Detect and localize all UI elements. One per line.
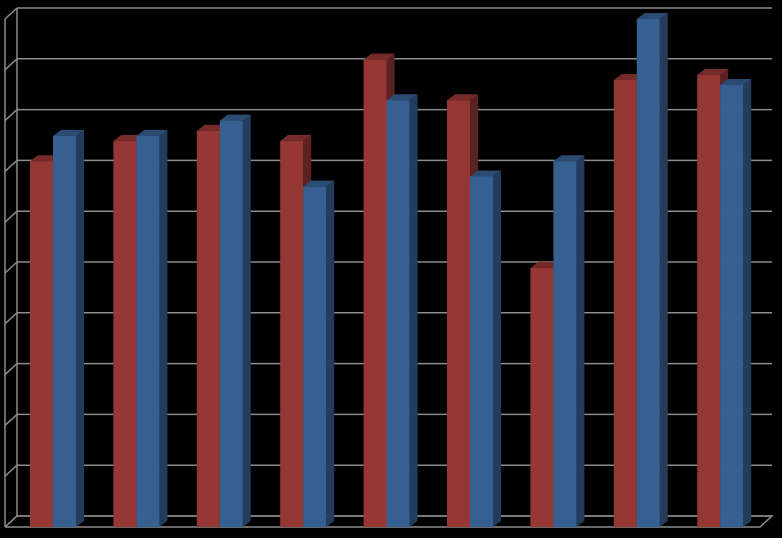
gridline-side (4, 312, 18, 325)
bar-top-face (363, 53, 395, 60)
bar-side-face (493, 170, 501, 528)
gridline-side (4, 159, 18, 172)
bar (720, 79, 752, 527)
bar (53, 129, 84, 527)
bar-side-face (576, 155, 585, 528)
bar-top-face (219, 114, 251, 121)
bar-front-face (30, 161, 53, 528)
gridline-side (4, 7, 18, 20)
bar-front-face (219, 120, 243, 527)
bar-front-face (697, 74, 721, 527)
gridline-side (4, 363, 18, 376)
bar-front-face (636, 19, 660, 527)
bar-top-face (447, 94, 478, 101)
bar-front-face (386, 100, 410, 527)
bar-side-face (743, 79, 752, 527)
bar-front-face (530, 267, 554, 527)
gridline-side (4, 109, 18, 122)
bar (136, 129, 168, 527)
bar-front-face (53, 135, 76, 527)
bar-top-face (303, 180, 335, 187)
bar (386, 94, 418, 527)
bar-top-face (280, 134, 312, 141)
bar-front-face (136, 135, 160, 527)
bar-side-face (409, 94, 418, 527)
bar-side-face (326, 180, 335, 527)
bar-front-face (196, 130, 220, 527)
bar-front-face (613, 79, 637, 528)
gridline-side (4, 515, 18, 528)
bar-front-face (113, 140, 137, 528)
gridline-side (4, 464, 18, 477)
bar-top-face (720, 79, 752, 86)
gridline-side (4, 210, 18, 223)
bar-top-face (53, 129, 84, 136)
bar-front-face (280, 140, 304, 528)
bar-front-face (363, 59, 387, 527)
bar-front-face (447, 100, 470, 527)
bar-top-face (636, 13, 668, 19)
bar-side-face (76, 129, 84, 527)
bar-front-face (553, 161, 577, 528)
gridline-side (4, 413, 18, 426)
bar (470, 170, 501, 528)
bar-front-face (470, 176, 493, 528)
bar (219, 114, 251, 527)
gridline-side (4, 58, 18, 71)
bar-side-face (242, 114, 251, 527)
bar-top-face (553, 155, 585, 162)
bar-side-face (659, 13, 668, 527)
bar (553, 155, 585, 528)
bar-top-face (697, 68, 729, 75)
bars (30, 13, 752, 528)
bar (636, 13, 668, 527)
bar-top-face (136, 129, 168, 136)
bar-front-face (720, 85, 744, 527)
gridline-side (4, 261, 18, 274)
bar-front-face (303, 186, 327, 527)
bar-top-face (386, 94, 418, 101)
bar-side-face (159, 129, 168, 527)
bar-top-face (470, 170, 501, 177)
bar (303, 180, 335, 527)
